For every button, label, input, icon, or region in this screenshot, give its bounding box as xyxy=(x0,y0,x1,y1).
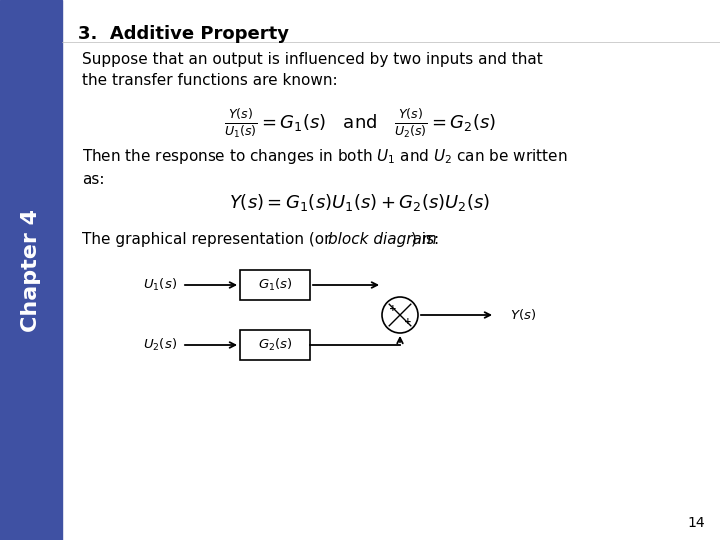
Text: Then the response to changes in both $U_1$ and $U_2$ can be written
as:: Then the response to changes in both $U_… xyxy=(82,147,567,187)
Circle shape xyxy=(382,297,418,333)
Text: Chapter 4: Chapter 4 xyxy=(21,208,41,332)
Text: $\frac{Y(s)}{U_1(s)} = G_1(s)$   and   $\frac{Y(s)}{U_2(s)} = G_2(s)$: $\frac{Y(s)}{U_1(s)} = G_1(s)$ and $\fra… xyxy=(224,108,496,141)
Text: +: + xyxy=(389,303,396,313)
Text: $G_2(s)$: $G_2(s)$ xyxy=(258,337,292,353)
Text: $Y(s)$: $Y(s)$ xyxy=(510,307,536,322)
Bar xyxy=(240,270,310,300)
Text: 3.  Additive Property: 3. Additive Property xyxy=(78,25,289,43)
Text: $Y(s) = G_1(s)U_1(s) + G_2(s)U_2(s)$: $Y(s) = G_1(s)U_1(s) + G_2(s)U_2(s)$ xyxy=(230,192,490,213)
Text: Suppose that an output is influenced by two inputs and that
the transfer functio: Suppose that an output is influenced by … xyxy=(82,52,543,88)
Text: +: + xyxy=(404,318,411,326)
Text: ) is:: ) is: xyxy=(411,232,439,247)
Text: $U_1(s)$: $U_1(s)$ xyxy=(143,277,177,293)
Bar xyxy=(0,0,62,540)
Text: block diagram: block diagram xyxy=(328,232,437,247)
Text: $G_1(s)$: $G_1(s)$ xyxy=(258,277,292,293)
Text: The graphical representation (or: The graphical representation (or xyxy=(82,232,336,247)
Bar xyxy=(240,330,310,360)
Text: $U_2(s)$: $U_2(s)$ xyxy=(143,337,177,353)
Text: 14: 14 xyxy=(688,516,705,530)
